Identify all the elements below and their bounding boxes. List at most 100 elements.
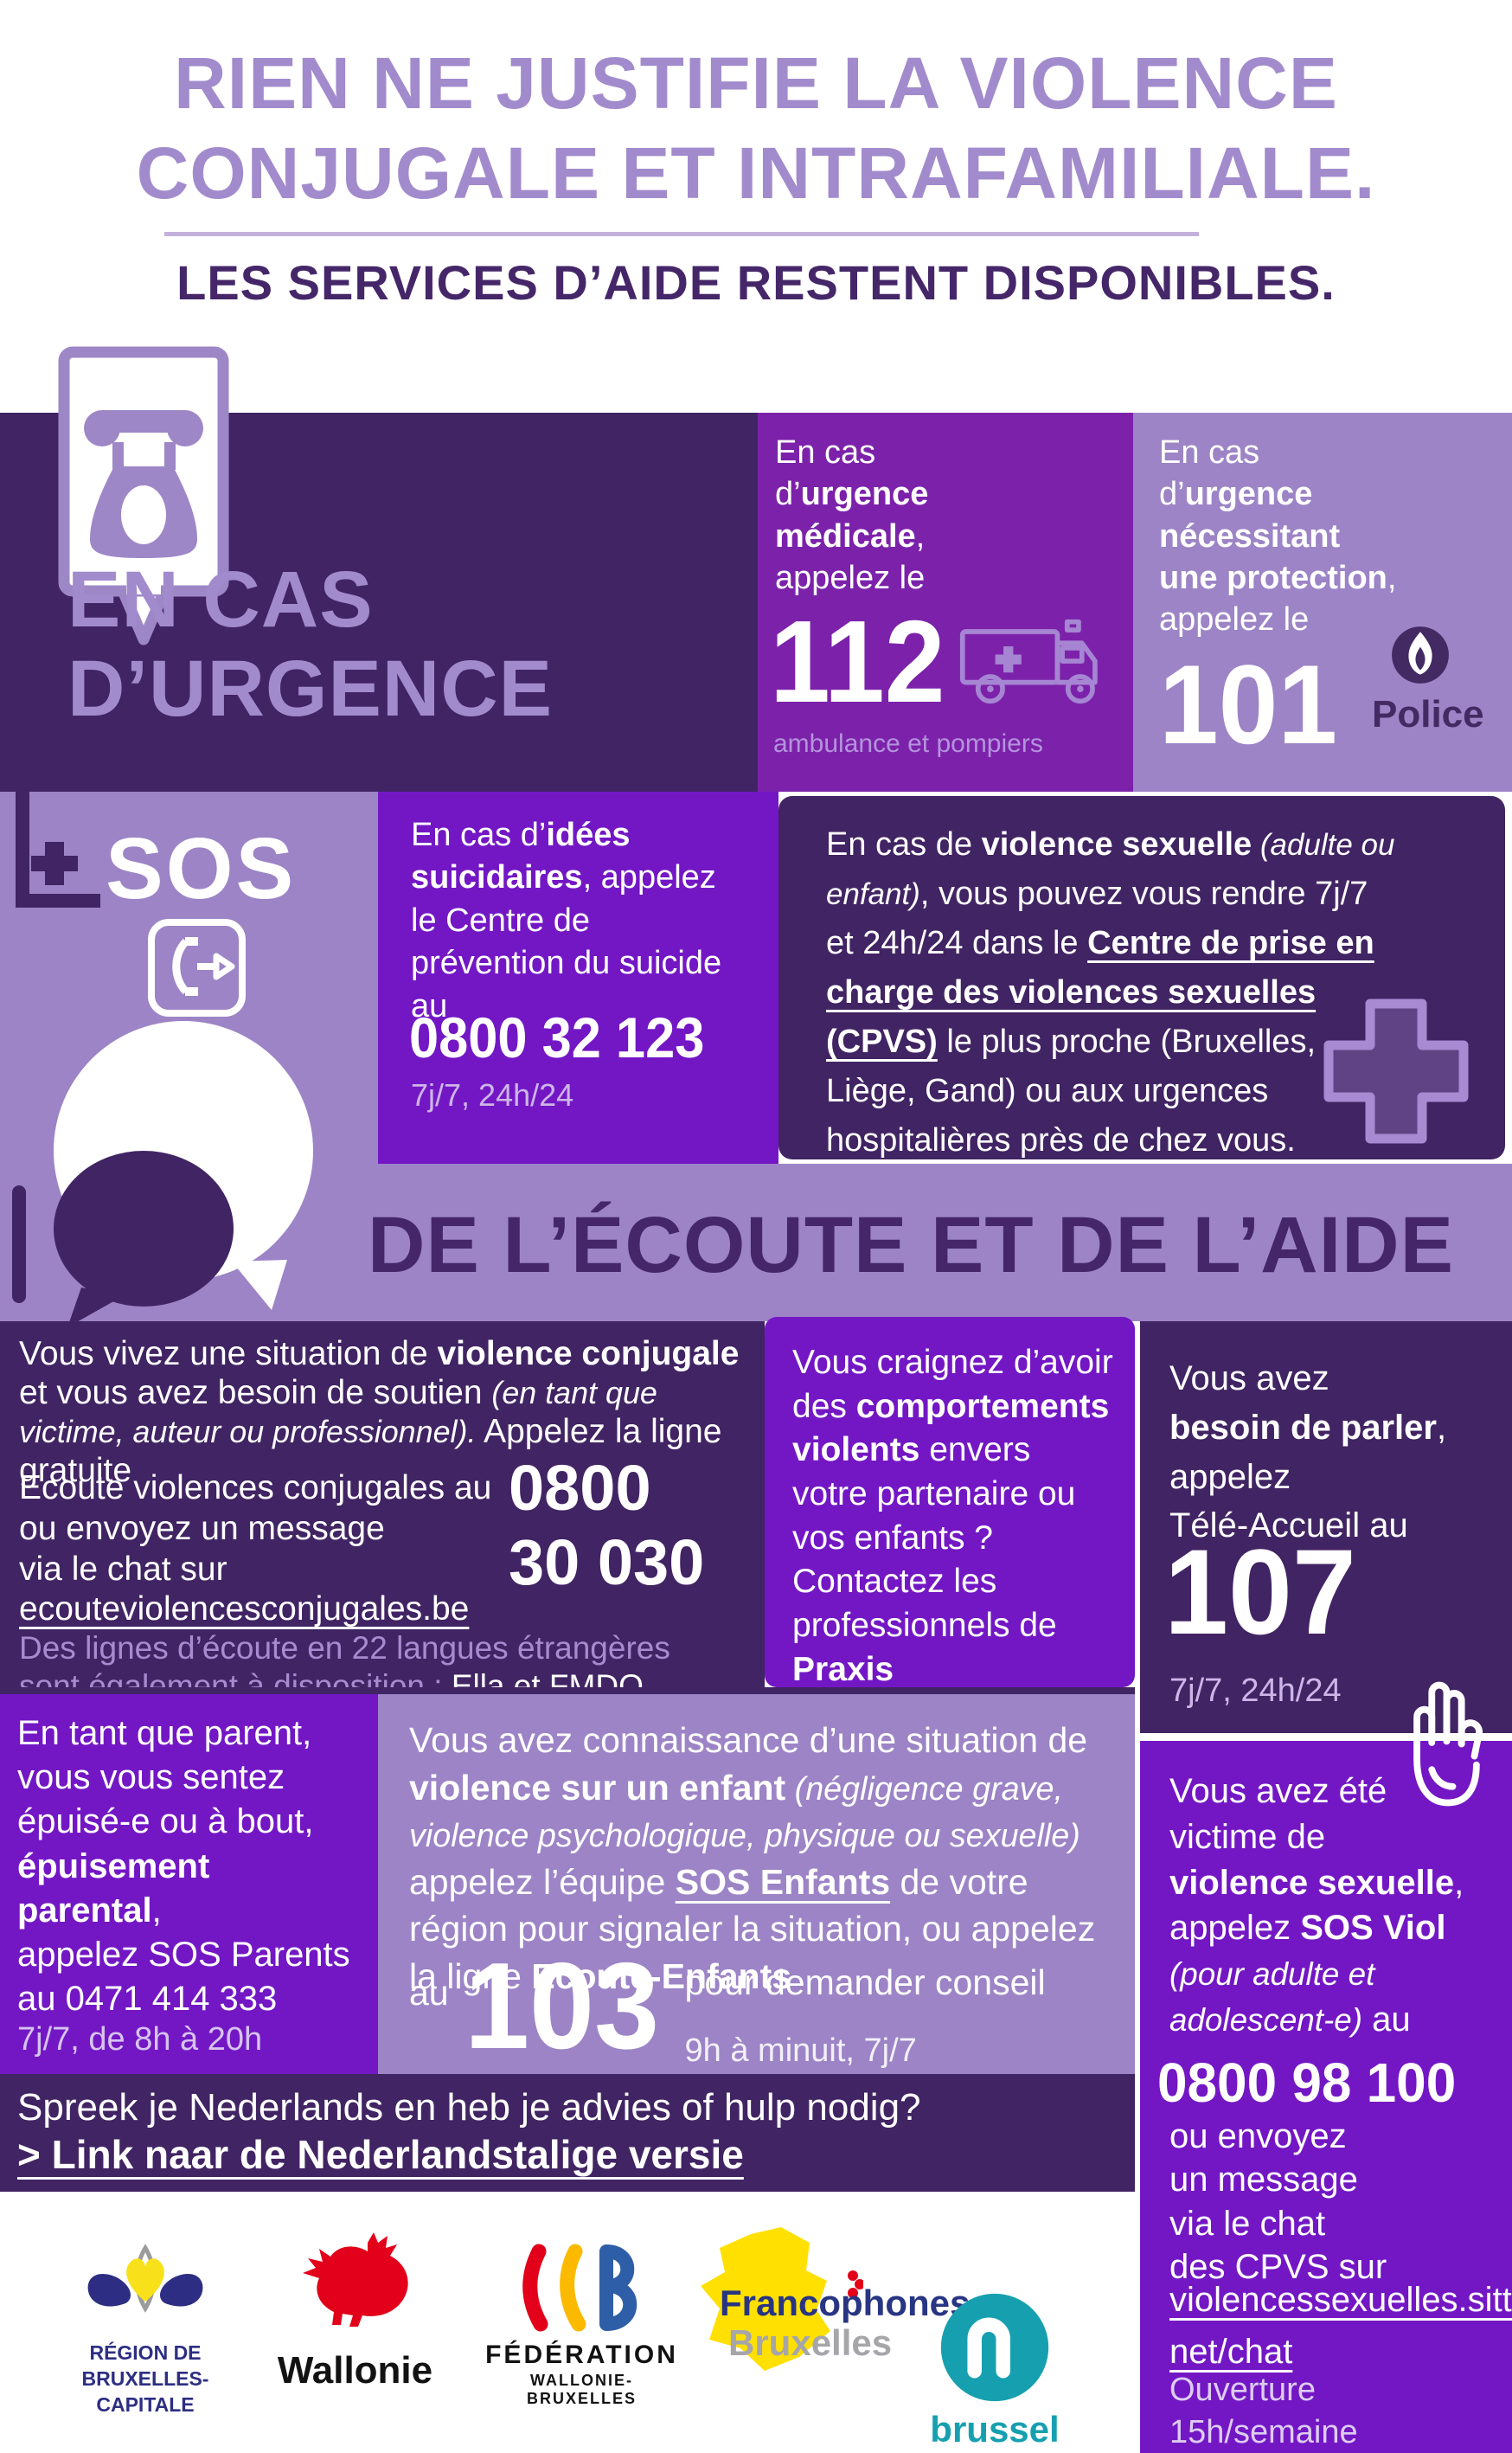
emergency-number-101: 101 — [1159, 641, 1338, 767]
tele-accueil-number: 107 — [1164, 1524, 1356, 1660]
brussel-label: brussel — [930, 2409, 1060, 2450]
listen-heading: DE L’ÉCOUTE ET DE L’AIDE — [368, 1201, 1454, 1289]
number-line: 30 030 — [509, 1525, 705, 1598]
link-line[interactable]: violencessexuelles.sittool. — [1169, 2281, 1512, 2319]
paragraph-segment: appelez le — [1159, 601, 1310, 638]
paragraph-segment: Vous craignez d’avoir des — [792, 1344, 1113, 1425]
sos-enfants-text: Vous avez connaissance d’une situation d… — [409, 1717, 1103, 2000]
cpvs-text: En cas de violence sexuelle (adulte ou e… — [826, 820, 1401, 1165]
paragraph-segment: épuisé-e ou à bout, — [17, 1802, 314, 1841]
sos-parents-text: En tant que parent, vous vous sentez épu… — [17, 1711, 350, 2021]
cross-bracket-icon — [16, 792, 100, 908]
paragraph-segment: , — [915, 517, 926, 555]
paragraph-segment: un message — [1169, 2161, 1358, 2199]
paragraph-segment: idées suicidaires — [411, 817, 631, 896]
dutch-version-link[interactable]: > Link naar de Nederlandstalige versie — [17, 2132, 744, 2177]
sos-parents-hours: 7j/7, de 8h à 20h — [17, 2021, 263, 2058]
suicide-prevention-text: En cas d’idées suicidaires, appelez le C… — [411, 814, 750, 1028]
police-label: Police — [1372, 693, 1484, 735]
paragraph-segment: et vous avez besoin de soutien — [19, 1373, 492, 1411]
paragraph-segment: Ouverture 15h/semaine — [1169, 2372, 1358, 2451]
title-divider — [164, 232, 1199, 236]
logo-federation-wallonie-bruxelles: FÉDÉRATION WALLONIE-BRUXELLES — [484, 2243, 679, 2408]
cpvs-link[interactable]: Centre de prise en charge des violences … — [826, 925, 1374, 1060]
dutch-question: Spreek je Nederlands en heb je advies of… — [17, 2086, 921, 2129]
phone-bubble-icon — [58, 346, 229, 645]
sos-viol-number: 0800 98 100 — [1157, 2052, 1457, 2114]
paragraph-segment: Des lignes d’écoute en 22 langues étrang… — [19, 1630, 670, 1666]
ecoute-enfants-number-row: au 103 pour demander conseil 9h à minuit… — [409, 1945, 1046, 2070]
paragraph-segment: , — [151, 1891, 162, 1930]
paragraph-segment: des CPVS sur — [1169, 2248, 1387, 2287]
page-subtitle: LES SERVICES D’AIDE RESTENT DISPONIBLES. — [176, 255, 1336, 310]
link-line[interactable]: net/chat — [1169, 2333, 1293, 2371]
paragraph-segment: En cas — [775, 434, 876, 471]
paragraph-segment: En tant que parent, — [17, 1714, 312, 1752]
paragraph-segment: urgence — [800, 476, 929, 513]
chat-bubbles-icon — [12, 1021, 313, 1327]
paragraph-segment: (négligence grave, violence psychologiqu… — [409, 1769, 1080, 1854]
paragraph-segment: Télé-Accueil au — [1169, 1506, 1408, 1545]
paragraph-segment: Ecoute violences conjugales au — [19, 1469, 492, 1506]
cpvs-chat-hours: Ouverture 15h/semaine voir horaires sur … — [1169, 2369, 1512, 2453]
sos-enfants-card: Vous avez connaissance d’une situation d… — [378, 1694, 1135, 2074]
conjugal-text: Vous vivez une situation de violence con… — [19, 1335, 761, 1490]
paragraph-segment: ou envoyez un message — [19, 1509, 385, 1547]
brcap-label: RÉGION DE BRUXELLES- CAPITALE — [50, 2341, 240, 2418]
praxis-link[interactable]: Praxis — [792, 1650, 894, 1688]
emergency-heading-line2: D’URGENCE — [67, 645, 554, 734]
paragraph-segment: , vous pouvez vous rendre 7j/7 et 24h/24… — [826, 876, 1368, 961]
logo-wallonie: Wallonie — [275, 2231, 435, 2392]
emergency-panel: EN CAS D’URGENCE — [0, 346, 758, 792]
paragraph-segment: une protection — [1159, 559, 1387, 596]
paragraph-segment: de votre région pour signaler la situati… — [409, 1861, 1096, 1996]
paragraph-segment: Ecoute-Enfants — [531, 1955, 792, 1996]
paragraph-segment: appelez l’équipe — [409, 1861, 676, 1902]
tele-accueil-card: Vous avez besoin de parler, appelez Télé… — [1140, 1321, 1512, 1733]
paragraph-segment: appelez — [1169, 1909, 1301, 1948]
brussels-iris-icon — [87, 2244, 203, 2313]
paragraph-segment: comportements violents — [792, 1387, 1110, 1469]
paragraph-segment: Vous avez connaissance d’une situation d… — [409, 1720, 1088, 1760]
paragraph-segment: Appelez la ligne gratuite — [19, 1412, 722, 1489]
ecoute-violences-link[interactable]: ecouteviolencesconjugales.be — [19, 1590, 470, 1628]
ambulance-caption: ambulance et pompiers — [773, 729, 1043, 758]
paragraph-segment: pour demander conseil — [684, 1962, 1046, 2002]
paragraph-segment: violence sexuelle — [1169, 1863, 1455, 1902]
conjugal-violence-card: Vous vivez une situation de violence con… — [0, 1321, 765, 1704]
fwb-icon — [522, 2244, 637, 2332]
number-line: 0800 — [509, 1452, 651, 1524]
page-title: RIEN NE JUSTIFIE LA VIOLENCE CONJUGALE E… — [0, 38, 1512, 218]
paragraph-segment: nécessitant — [1159, 517, 1341, 555]
paragraph-segment: d’ — [775, 476, 801, 513]
logo-brussel: brussel — [930, 2289, 1060, 2450]
cpvs-chat-link[interactable]: violencessexuelles.sittool. net/chat — [1169, 2274, 1512, 2378]
paragraph-segment: Contactez les professionnels de — [792, 1563, 1057, 1645]
francophones-label: Francophones — [720, 2283, 971, 2323]
police-flame-icon — [1392, 626, 1449, 684]
ecoute-enfants-hours: 9h à minuit, 7j/7 — [684, 2032, 917, 2069]
wallonie-label: Wallonie — [277, 2349, 433, 2392]
paragraph-segment: au — [1361, 2000, 1411, 2039]
sos-viol-text: Vous avez été victime de violence sexuel… — [1169, 1769, 1464, 2043]
paragraph-segment: via le chat — [1169, 2204, 1326, 2243]
paragraph-segment: envers votre partenaire ou vos enfants ? — [792, 1431, 1076, 1557]
paragraph-segment: médicale — [775, 517, 916, 555]
title-line1: RIEN NE JUSTIFIE LA VIOLENCE — [174, 42, 1338, 124]
logo-region-bruxelles-capitale: RÉGION DE BRUXELLES- CAPITALE — [50, 2243, 240, 2418]
paragraph-segment: appelez le — [775, 559, 926, 596]
fwb-label-line1: FÉDÉRATION — [485, 2341, 678, 2369]
praxis-text: Vous craignez d’avoir des comportements … — [792, 1341, 1114, 1692]
paragraph-segment: au 0471 414 333 — [17, 1980, 278, 2019]
paragraph-segment: (en tant que victime, auteur ou professi… — [19, 1375, 657, 1449]
paragraph-segment: d’ — [1159, 476, 1185, 513]
paragraph-segment: SOS Viol — [1300, 1909, 1446, 1948]
emergency-number-112: 112 — [770, 596, 945, 727]
sos-label: SOS — [106, 820, 297, 917]
paragraph-segment: victime de — [1169, 1817, 1326, 1856]
sos-parents-card: En tant que parent, vous vous sentez épu… — [0, 1694, 378, 2074]
cpvs-card: En cas de violence sexuelle (adulte ou e… — [778, 796, 1505, 1159]
sos-viol-card: Vous avez été victime de violence sexuel… — [1140, 1741, 1512, 2453]
paragraph-segment: Vous avez été — [1169, 1772, 1387, 1810]
sos-enfants-link[interactable]: SOS Enfants — [675, 1861, 891, 1902]
